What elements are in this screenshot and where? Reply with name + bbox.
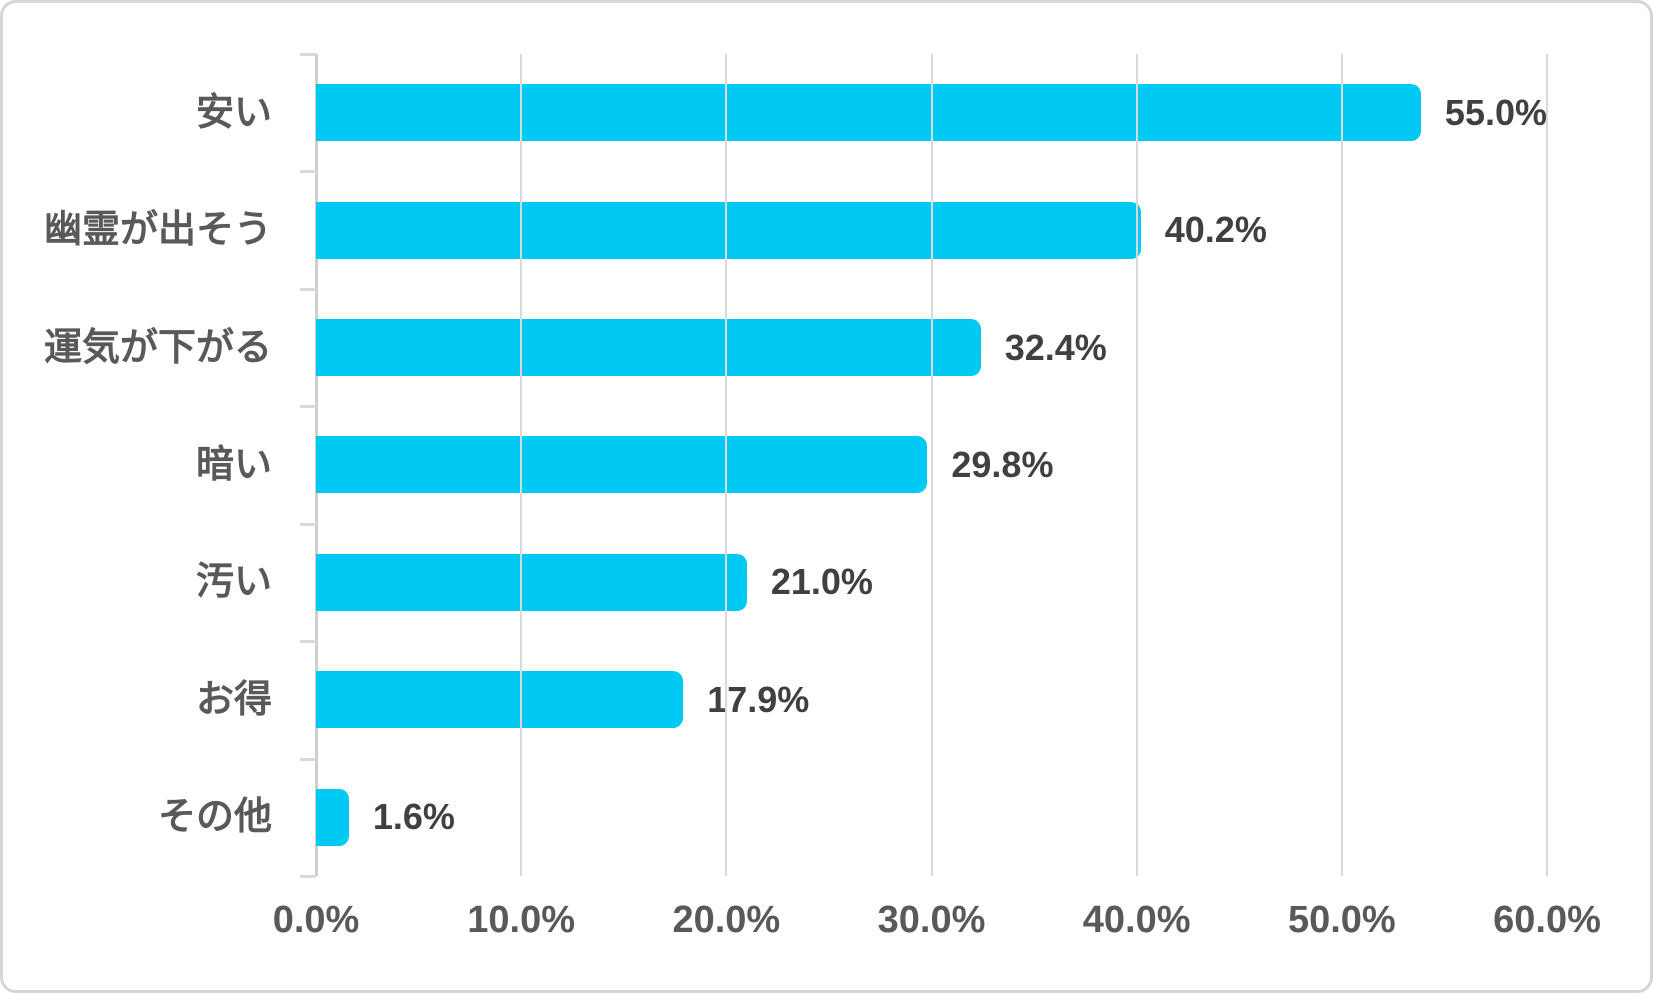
gridline [1340,54,1343,876]
gridline [1135,54,1138,876]
bar-row: 32.4% [316,289,1547,406]
bar [316,671,684,729]
gridline [1546,54,1548,876]
gridline [520,54,523,876]
gridline [930,54,933,876]
category-label: お得 [195,678,272,721]
category-boundary-tick [300,522,316,526]
category-label-row: 安い [3,54,272,171]
category-label-row: 幽霊が出そう [3,171,272,288]
x-tick-label: 30.0% [877,899,986,941]
value-label: 17.9% [707,678,810,720]
category-label: 運気が下がる [43,326,272,369]
category-boundary-tick [300,875,316,878]
bar-row: 21.0% [316,524,1547,641]
value-label: 40.2% [1164,209,1267,251]
x-tick-label: 40.0% [1082,899,1191,941]
category-boundary-tick [300,170,316,174]
x-tick-label: 20.0% [672,899,781,941]
category-label: 汚い [195,561,272,604]
category-axis: 安い幽霊が出そう 運気が下がる暗い汚いお得その他 [3,54,272,876]
bar [316,436,928,494]
bar-rows: 55.0% 40.2% 32.4% 29.8% 21.0% 17.9% 1.6% [316,54,1547,876]
x-axis-labels: 0.0% 10.0% 20.0% 30.0% 40.0% 50.0% 60.0% [273,899,1601,961]
x-tick-label: 10.0% [467,899,576,941]
category-label: その他 [157,796,272,839]
value-label: 1.6% [372,796,455,838]
category-label-row: 汚い [3,524,272,641]
category-boundary-tick [300,287,316,291]
category-boundary-tick [300,757,316,761]
value-label: 29.8% [951,443,1054,485]
x-tick-label: 60.0% [1493,899,1601,941]
bar [316,84,1421,142]
category-label: 暗い [195,443,272,486]
bar [316,319,981,377]
category-boundary-tick [300,53,316,56]
bar-row: 55.0% [316,54,1547,171]
category-label-row: 運気が下がる [3,289,272,406]
value-label: 32.4% [1004,326,1107,368]
bar-row: 17.9% [316,641,1547,758]
x-tick-label: 0.0% [272,899,360,941]
category-boundary-tick [300,640,316,644]
category-label: 安い [195,91,272,134]
bar [316,553,747,611]
value-label: 21.0% [770,561,873,603]
bar-row: 40.2% [316,171,1547,288]
plot-area: 55.0% 40.2% 32.4% 29.8% 21.0% 17.9% 1.6% [300,53,1548,878]
category-boundary-tick [300,405,316,409]
bar-row: 29.8% [316,406,1547,523]
value-label: 55.0% [1444,91,1547,133]
x-tick-label: 50.0% [1287,899,1396,941]
gridline [725,54,728,876]
category-label: 幽霊が出そう [43,209,272,252]
bar [316,788,349,846]
category-label-row: お得 [3,641,272,758]
category-label-row: 暗い [3,406,272,523]
bar [316,201,1141,259]
category-label-row: その他 [3,759,272,876]
bar-row: 1.6% [316,759,1547,876]
